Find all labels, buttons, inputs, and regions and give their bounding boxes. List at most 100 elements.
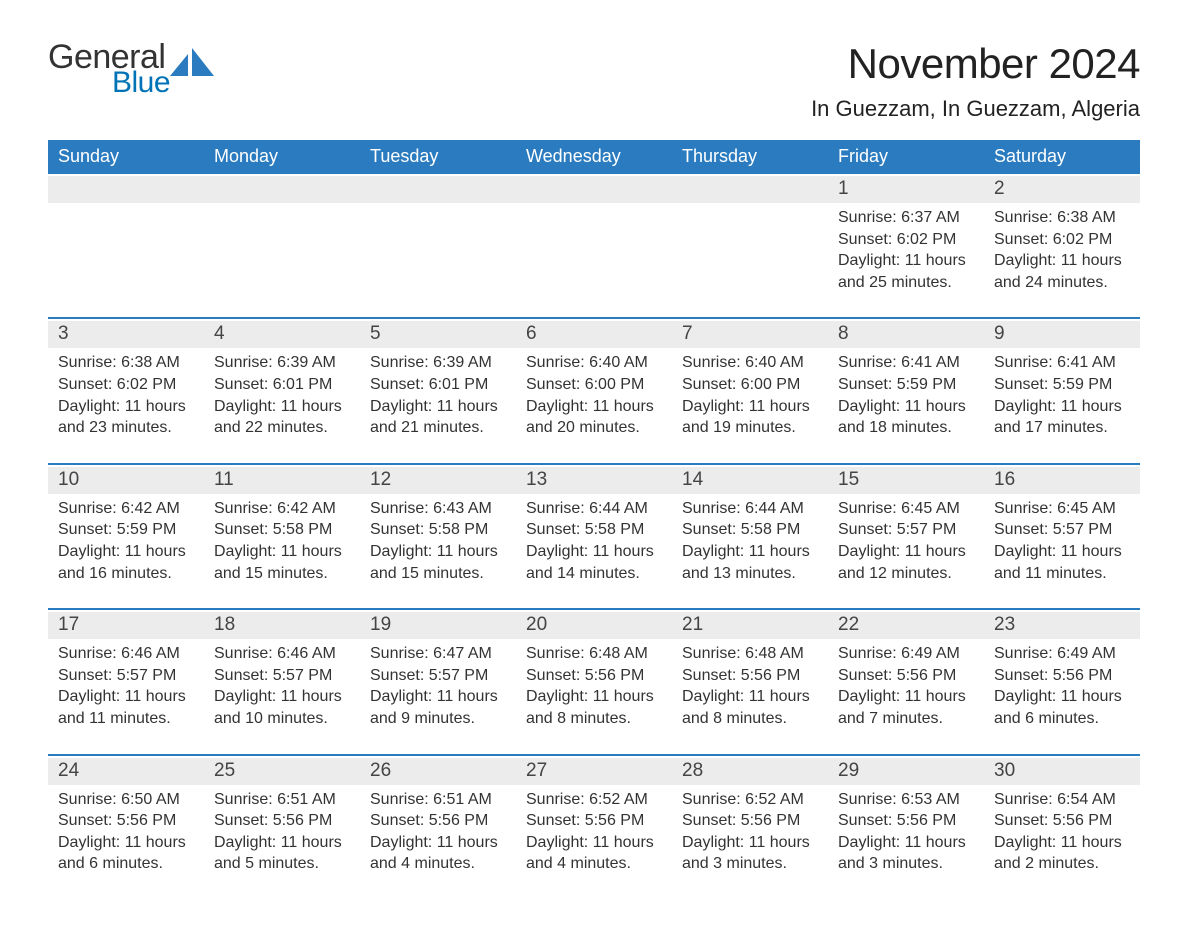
day-number: 16 xyxy=(984,467,1140,494)
sunset-line: Sunset: 5:57 PM xyxy=(994,519,1134,541)
day-details: Sunrise: 6:52 AMSunset: 5:56 PMDaylight:… xyxy=(522,789,666,875)
calendar-day-cell: 24Sunrise: 6:50 AMSunset: 5:56 PMDayligh… xyxy=(48,755,204,899)
calendar-day-cell xyxy=(516,174,672,318)
brand-sail-icon xyxy=(170,48,218,83)
day-details: Sunrise: 6:51 AMSunset: 5:56 PMDaylight:… xyxy=(210,789,354,875)
day-details: Sunrise: 6:44 AMSunset: 5:58 PMDaylight:… xyxy=(678,498,822,584)
calendar-day-cell xyxy=(204,174,360,318)
sunset-line: Sunset: 5:56 PM xyxy=(994,665,1134,687)
sunrise-line: Sunrise: 6:45 AM xyxy=(838,498,978,520)
day-details: Sunrise: 6:54 AMSunset: 5:56 PMDaylight:… xyxy=(990,789,1134,875)
brand-text: General Blue xyxy=(48,40,170,98)
empty-date-strip xyxy=(672,176,828,203)
sunset-line: Sunset: 5:56 PM xyxy=(838,665,978,687)
day-number: 15 xyxy=(828,467,984,494)
calendar-day-cell: 29Sunrise: 6:53 AMSunset: 5:56 PMDayligh… xyxy=(828,755,984,899)
calendar-day-cell: 3 Sunrise: 6:38 AMSunset: 6:02 PMDaylight… xyxy=(48,318,204,463)
sunrise-line: Sunrise: 6:39 AM xyxy=(214,352,354,374)
daylight-line: Daylight: 11 hours and 15 minutes. xyxy=(370,541,510,584)
day-number: 3 xyxy=(48,321,204,348)
daylight-line: Daylight: 11 hours and 14 minutes. xyxy=(526,541,666,584)
daylight-line: Daylight: 11 hours and 4 minutes. xyxy=(526,832,666,875)
calendar-day-cell xyxy=(360,174,516,318)
day-number: 22 xyxy=(828,612,984,639)
empty-date-strip xyxy=(360,176,516,203)
sunset-line: Sunset: 5:56 PM xyxy=(682,810,822,832)
day-number: 13 xyxy=(516,467,672,494)
day-number: 9 xyxy=(984,321,1140,348)
calendar-week-row: 10Sunrise: 6:42 AMSunset: 5:59 PMDayligh… xyxy=(48,464,1140,609)
sunrise-line: Sunrise: 6:38 AM xyxy=(58,352,198,374)
day-details: Sunrise: 6:48 AMSunset: 5:56 PMDaylight:… xyxy=(522,643,666,729)
calendar-day-cell: 26Sunrise: 6:51 AMSunset: 5:56 PMDayligh… xyxy=(360,755,516,899)
calendar-day-cell: 10Sunrise: 6:42 AMSunset: 5:59 PMDayligh… xyxy=(48,464,204,609)
sunrise-line: Sunrise: 6:41 AM xyxy=(838,352,978,374)
sunrise-line: Sunrise: 6:52 AM xyxy=(682,789,822,811)
day-number: 30 xyxy=(984,758,1140,785)
day-number: 24 xyxy=(48,758,204,785)
sunrise-line: Sunrise: 6:44 AM xyxy=(526,498,666,520)
location-label: In Guezzam, In Guezzam, Algeria xyxy=(811,96,1140,122)
calendar-day-cell: 13Sunrise: 6:44 AMSunset: 5:58 PMDayligh… xyxy=(516,464,672,609)
calendar-day-cell: 19 Sunrise: 6:47 AMSunset: 5:57 PMDayligh… xyxy=(360,609,516,754)
day-details: Sunrise: 6:48 AMSunset: 5:56 PMDaylight:… xyxy=(678,643,822,729)
daylight-line: Daylight: 11 hours and 11 minutes. xyxy=(58,686,198,729)
daylight-line: Daylight: 11 hours and 2 minutes. xyxy=(994,832,1134,875)
calendar-day-cell: 17Sunrise: 6:46 AMSunset: 5:57 PMDayligh… xyxy=(48,609,204,754)
empty-date-strip xyxy=(516,176,672,203)
sunset-line: Sunset: 6:01 PM xyxy=(214,374,354,396)
calendar-day-cell: 16 Sunrise: 6:45 AMSunset: 5:57 PMDayligh… xyxy=(984,464,1140,609)
calendar-day-cell: 27Sunrise: 6:52 AMSunset: 5:56 PMDayligh… xyxy=(516,755,672,899)
daylight-line: Daylight: 11 hours and 13 minutes. xyxy=(682,541,822,584)
sunset-line: Sunset: 6:01 PM xyxy=(370,374,510,396)
day-number: 26 xyxy=(360,758,516,785)
day-number: 10 xyxy=(48,467,204,494)
day-details: Sunrise: 6:49 AMSunset: 5:56 PMDaylight:… xyxy=(990,643,1134,729)
sunrise-line: Sunrise: 6:52 AM xyxy=(526,789,666,811)
calendar-day-cell: 20Sunrise: 6:48 AMSunset: 5:56 PMDayligh… xyxy=(516,609,672,754)
day-details: Sunrise: 6:39 AMSunset: 6:01 PMDaylight:… xyxy=(366,352,510,438)
empty-date-strip xyxy=(204,176,360,203)
calendar-day-cell: 30 Sunrise: 6:54 AMSunset: 5:56 PMDayligh… xyxy=(984,755,1140,899)
calendar-day-cell: 28Sunrise: 6:52 AMSunset: 5:56 PMDayligh… xyxy=(672,755,828,899)
sunset-line: Sunset: 6:00 PM xyxy=(682,374,822,396)
sunrise-line: Sunrise: 6:44 AM xyxy=(682,498,822,520)
day-details: Sunrise: 6:45 AMSunset: 5:57 PMDaylight:… xyxy=(834,498,978,584)
sunrise-line: Sunrise: 6:54 AM xyxy=(994,789,1134,811)
daylight-line: Daylight: 11 hours and 3 minutes. xyxy=(682,832,822,875)
calendar-day-cell: 4Sunrise: 6:39 AMSunset: 6:01 PMDaylight… xyxy=(204,318,360,463)
sunrise-line: Sunrise: 6:50 AM xyxy=(58,789,198,811)
day-details: Sunrise: 6:38 AMSunset: 6:02 PMDaylight:… xyxy=(990,207,1134,293)
calendar-day-cell xyxy=(672,174,828,318)
calendar-day-cell xyxy=(48,174,204,318)
sunrise-line: Sunrise: 6:49 AM xyxy=(838,643,978,665)
calendar-tbody: 1Sunrise: 6:37 AMSunset: 6:02 PMDaylight… xyxy=(48,174,1140,899)
calendar-day-cell: 11Sunrise: 6:42 AMSunset: 5:58 PMDayligh… xyxy=(204,464,360,609)
sunrise-line: Sunrise: 6:39 AM xyxy=(370,352,510,374)
sunset-line: Sunset: 5:59 PM xyxy=(994,374,1134,396)
day-details: Sunrise: 6:38 AMSunset: 6:02 PMDaylight:… xyxy=(54,352,198,438)
calendar-day-cell: 5Sunrise: 6:39 AMSunset: 6:01 PMDaylight… xyxy=(360,318,516,463)
day-details: Sunrise: 6:47 AMSunset: 5:57 PMDaylight:… xyxy=(366,643,510,729)
day-details: Sunrise: 6:45 AMSunset: 5:57 PMDaylight:… xyxy=(990,498,1134,584)
sunset-line: Sunset: 5:59 PM xyxy=(838,374,978,396)
daylight-line: Daylight: 11 hours and 6 minutes. xyxy=(994,686,1134,729)
sunrise-line: Sunrise: 6:40 AM xyxy=(682,352,822,374)
daylight-line: Daylight: 11 hours and 12 minutes. xyxy=(838,541,978,584)
daylight-line: Daylight: 11 hours and 9 minutes. xyxy=(370,686,510,729)
sunset-line: Sunset: 6:02 PM xyxy=(838,229,978,251)
calendar-week-row: 17Sunrise: 6:46 AMSunset: 5:57 PMDayligh… xyxy=(48,609,1140,754)
daylight-line: Daylight: 11 hours and 4 minutes. xyxy=(370,832,510,875)
daylight-line: Daylight: 11 hours and 11 minutes. xyxy=(994,541,1134,584)
calendar-day-cell: 23Sunrise: 6:49 AMSunset: 5:56 PMDayligh… xyxy=(984,609,1140,754)
day-number: 19 xyxy=(360,612,516,639)
day-details: Sunrise: 6:42 AMSunset: 5:58 PMDaylight:… xyxy=(210,498,354,584)
sunrise-line: Sunrise: 6:53 AM xyxy=(838,789,978,811)
calendar-day-cell: 8Sunrise: 6:41 AMSunset: 5:59 PMDaylight… xyxy=(828,318,984,463)
sunset-line: Sunset: 5:56 PM xyxy=(58,810,198,832)
daylight-line: Daylight: 11 hours and 16 minutes. xyxy=(58,541,198,584)
calendar-day-cell: 6Sunrise: 6:40 AMSunset: 6:00 PMDaylight… xyxy=(516,318,672,463)
day-details: Sunrise: 6:40 AMSunset: 6:00 PMDaylight:… xyxy=(678,352,822,438)
sunset-line: Sunset: 5:56 PM xyxy=(214,810,354,832)
daylight-line: Daylight: 11 hours and 25 minutes. xyxy=(838,250,978,293)
